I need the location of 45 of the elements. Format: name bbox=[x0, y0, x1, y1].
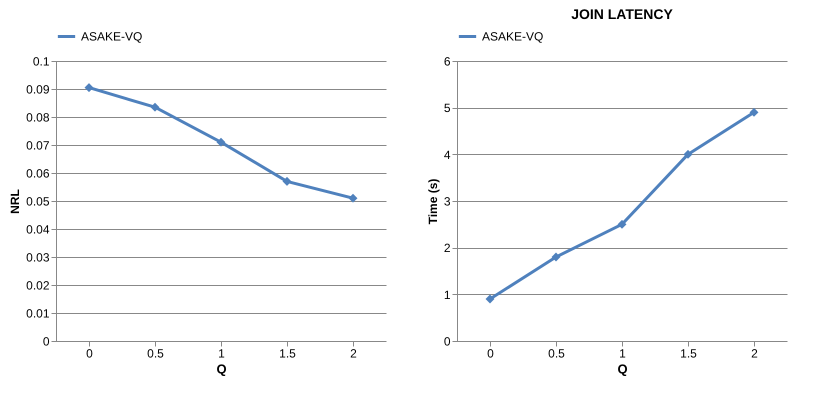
y-tick-label: 0 bbox=[42, 334, 50, 348]
x-axis-title: Q bbox=[216, 362, 227, 376]
y-tick-label: 0.08 bbox=[26, 110, 50, 124]
point bbox=[150, 102, 160, 112]
y-tick-label: 2 bbox=[444, 241, 451, 256]
x-tick-label: 0 bbox=[86, 346, 94, 360]
legend-label: ASAKE-VQ bbox=[81, 30, 142, 44]
point bbox=[486, 294, 494, 304]
y-tick-label: 0.1 bbox=[32, 54, 50, 68]
point bbox=[750, 108, 758, 117]
x-tick-label: 0 bbox=[487, 346, 494, 360]
x-tick-label: 1.5 bbox=[680, 346, 698, 360]
y-tick-label: 4 bbox=[444, 148, 451, 162]
point bbox=[618, 220, 626, 229]
x-tick-label: 1 bbox=[619, 346, 626, 360]
y-tick-label: 5 bbox=[444, 101, 451, 116]
y-tick-label: 0.02 bbox=[26, 278, 50, 292]
y-tick-label: 1 bbox=[444, 288, 451, 302]
y-axis-title: NRL bbox=[8, 189, 22, 214]
point bbox=[216, 138, 226, 147]
y-axis-title: Time (s) bbox=[426, 178, 440, 224]
y-tick-label: 0.04 bbox=[26, 222, 50, 236]
legend-label: ASAKE-VQ bbox=[482, 30, 544, 44]
x-tick-label: 2 bbox=[751, 346, 758, 360]
y-tick-label: 0.07 bbox=[26, 138, 50, 152]
y-tick-label: 0.09 bbox=[26, 82, 50, 96]
x-tick-label: 0.5 bbox=[147, 346, 164, 360]
x-tick-label: 2 bbox=[350, 346, 358, 360]
y-tick-label: 0.05 bbox=[26, 194, 50, 208]
y-tick-label: 3 bbox=[444, 194, 451, 208]
point bbox=[348, 194, 358, 203]
x-axis-title: Q bbox=[617, 362, 628, 376]
point bbox=[282, 176, 292, 186]
x-tick-label: 1.5 bbox=[279, 346, 296, 360]
x-tick-label: 0.5 bbox=[548, 346, 566, 360]
y-tick-label: 0.01 bbox=[26, 306, 50, 320]
point bbox=[552, 252, 560, 262]
x-tick-label: 1 bbox=[218, 346, 226, 360]
y-tick-label: 0.03 bbox=[26, 250, 50, 264]
y-tick-label: 0 bbox=[444, 334, 451, 348]
point bbox=[684, 150, 692, 159]
point bbox=[84, 83, 94, 92]
y-tick-label: 6 bbox=[444, 54, 451, 68]
chart-title: JOIN LATENCY bbox=[571, 6, 674, 22]
y-tick-label: 0.06 bbox=[26, 166, 50, 180]
